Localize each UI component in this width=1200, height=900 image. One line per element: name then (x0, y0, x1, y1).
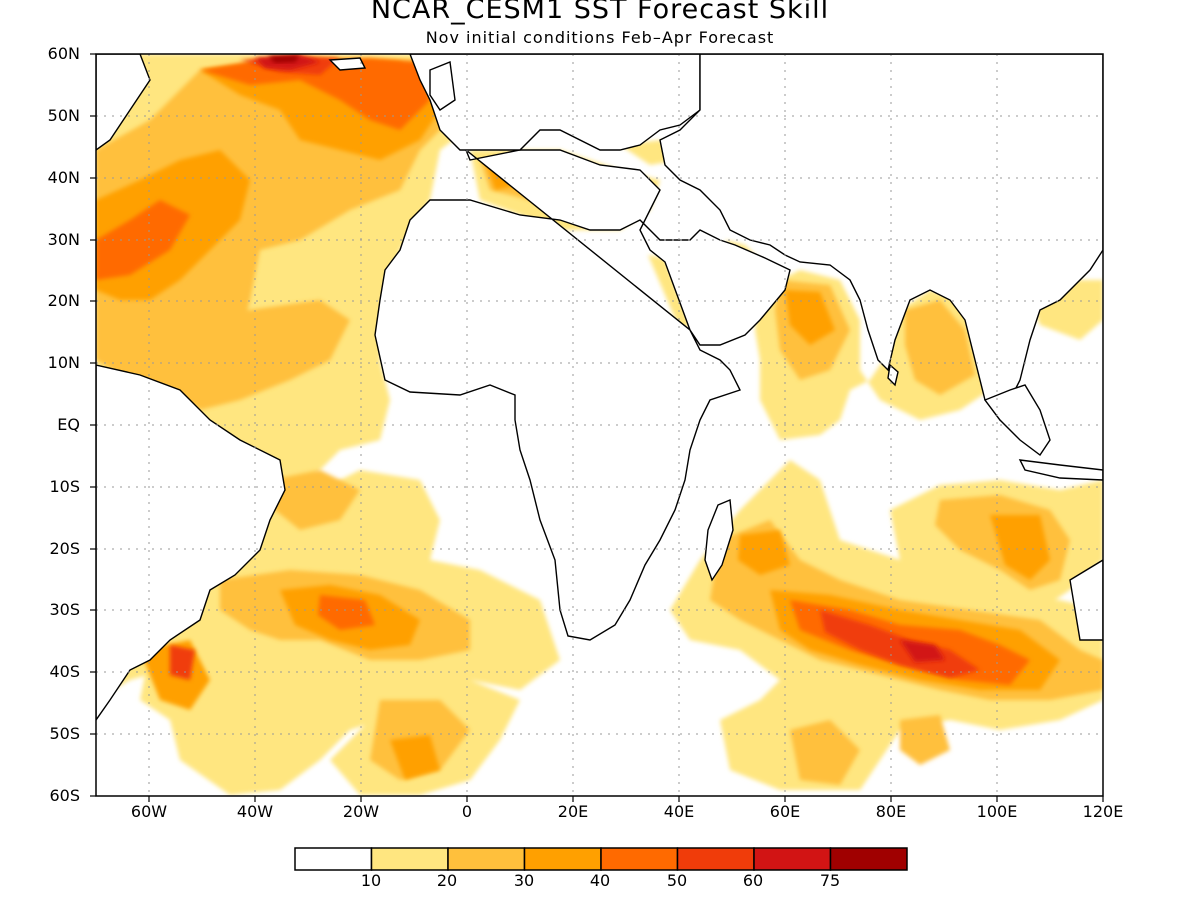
skill-region-south-atlantic-max (318, 595, 375, 630)
lon-label-0: 0 (461, 802, 473, 821)
lon-label-20w: 20W (342, 802, 380, 821)
colorbar-swatch (370, 847, 449, 871)
map-title: NCAR_CESM1 SST Forecast Skill (370, 0, 830, 25)
skill-region-bay-of-bengal-mid (905, 300, 975, 395)
land-asia (659, 54, 1103, 422)
lat-label-50n: 50N (47, 106, 80, 125)
skill-region-labrador (200, 58, 430, 130)
land-australia (1069, 559, 1103, 641)
skill-region-north-tropical-atlantic (150, 300, 350, 410)
land-iceland (328, 57, 367, 71)
colorbar-swatch (294, 847, 373, 871)
land-uk (429, 61, 456, 111)
skill-region-south-ocean-core (390, 735, 440, 780)
colorbar-swatch (829, 847, 908, 871)
colorbar-label-75: 75 (819, 871, 841, 890)
land-southeast-asia (983, 384, 1051, 457)
lat-label-10s: 10S (49, 477, 80, 496)
colorbar-swatch (523, 847, 602, 871)
land-sri-lanka (887, 363, 899, 387)
lon-label-60e: 60E (769, 802, 801, 821)
lat-label-60n: 60N (47, 44, 80, 63)
colorbar-label-20: 20 (436, 871, 458, 890)
colorbar-label-60: 60 (742, 871, 764, 890)
skill-region-gulf-stream-core (96, 200, 190, 280)
lat-label-60s: 60S (49, 786, 80, 805)
skill-region-south-atlantic-mid-2 (270, 470, 360, 530)
skill-region-arabian-core (785, 290, 835, 345)
lon-label-20e: 20E (557, 802, 589, 821)
colorbar-label-40: 40 (589, 871, 611, 890)
colorbar-label-30: 30 (513, 871, 535, 890)
land-indonesia (1018, 459, 1103, 481)
lat-label-20s: 20S (49, 539, 80, 558)
lat-label-10n: 10N (47, 353, 80, 372)
lon-label-120e: 120E (1082, 802, 1124, 821)
skill-region-mozambique-core (738, 530, 790, 575)
skill-region-south-indian-max-2 (900, 640, 945, 662)
colorbar-swatch (600, 847, 679, 871)
lat-label-30n: 30N (47, 230, 80, 249)
colorbar-swatch (447, 847, 526, 871)
colorbar-label-50: 50 (666, 871, 688, 890)
lat-label-20n: 20N (47, 291, 80, 310)
colorbar-label-10: 10 (360, 871, 382, 890)
land-masses (96, 54, 1103, 722)
lat-label-50s: 50S (49, 724, 80, 743)
lat-label-30s: 30S (49, 600, 80, 619)
land-north-america (96, 54, 151, 151)
lat-label-40s: 40S (49, 662, 80, 681)
colorbar-swatch (676, 847, 755, 871)
land-europe (409, 54, 701, 151)
land-madagascar (704, 498, 734, 582)
lat-label-40n: 40N (47, 168, 80, 187)
lon-label-40w: 40W (236, 802, 274, 821)
tick-marks (90, 53, 1104, 802)
lon-label-40e: 40E (663, 802, 695, 821)
skill-region-south-indian-mid-3 (900, 715, 950, 765)
skill-region-east-indian-core (990, 515, 1050, 580)
skill-region-south-indian-mid-2 (790, 720, 860, 785)
colorbar-swatch (753, 847, 832, 871)
lon-label-80e: 80E (875, 802, 907, 821)
skill-region-patagonia-peak (170, 645, 195, 680)
colorbar (294, 847, 908, 871)
land-south-america (96, 364, 286, 722)
lon-label-100e: 100E (976, 802, 1018, 821)
skill-region-labrador-extreme (268, 55, 300, 63)
lat-label-eq: EQ (57, 415, 80, 434)
skill-region-south-indian-peak (820, 610, 980, 678)
lon-label-60w: 60W (130, 802, 168, 821)
land-africa (374, 147, 791, 641)
map-subtitle: Nov initial conditions Feb–Apr Forecast (425, 28, 775, 47)
